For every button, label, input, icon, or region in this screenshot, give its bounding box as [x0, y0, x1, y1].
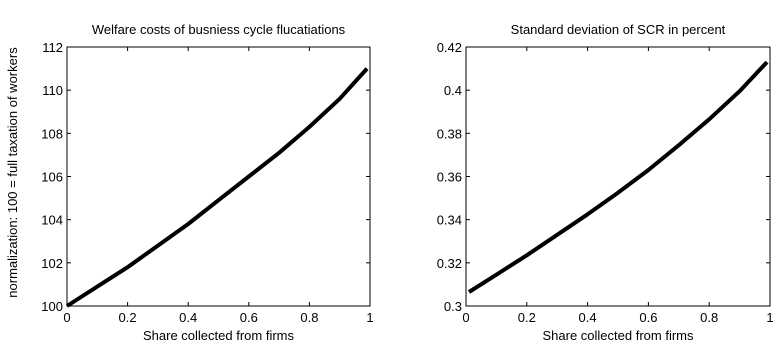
x-tick-label: 0 [462, 310, 469, 325]
y-tick-label: 0.34 [437, 213, 462, 228]
x-tick-label: 0.6 [240, 310, 258, 325]
y-tick-label: 106 [41, 170, 63, 185]
x-axis-title-1: Share collected from firms [543, 328, 694, 343]
y-tick-label: 100 [41, 299, 63, 314]
x-axis-title-0: Share collected from firms [143, 328, 294, 343]
y-tick-label: 112 [42, 40, 63, 55]
x-tick-label: 0.8 [300, 310, 318, 325]
y-tick-label: 104 [41, 213, 63, 228]
x-tick-label: 1 [766, 310, 773, 325]
x-tick-label: 0 [63, 310, 70, 325]
y-tick-label: 110 [42, 83, 63, 98]
y-axis-title-0: normalization: 100 = full taxation of wo… [5, 47, 20, 298]
x-tick-label: 0.6 [639, 310, 657, 325]
y-tick-label: 0.42 [437, 40, 462, 55]
chart-title-0: Welfare costs of busniess cycle flucatia… [92, 22, 346, 37]
plot-frame-0 [66, 46, 371, 307]
x-tick-label: 0.4 [179, 310, 197, 325]
x-tick-label: 1 [366, 310, 373, 325]
y-tick-label: 0.38 [437, 126, 462, 141]
y-tick-label: 0.32 [437, 256, 462, 271]
chart-title-1: Standard deviation of SCR in percent [511, 22, 726, 37]
y-tick-label: 102 [41, 256, 63, 271]
y-tick-label: 0.4 [444, 83, 462, 98]
x-tick-label: 0.4 [579, 310, 597, 325]
y-tick-label: 0.3 [444, 299, 462, 314]
y-tick-label: 0.36 [437, 170, 462, 185]
series-line-1-0 [467, 60, 769, 294]
x-tick-label: 0.2 [518, 310, 536, 325]
x-tick-label: 0.2 [119, 310, 137, 325]
y-tick-label: 108 [41, 126, 63, 141]
x-tick-label: 0.8 [700, 310, 718, 325]
series-line-0-0 [65, 67, 369, 308]
